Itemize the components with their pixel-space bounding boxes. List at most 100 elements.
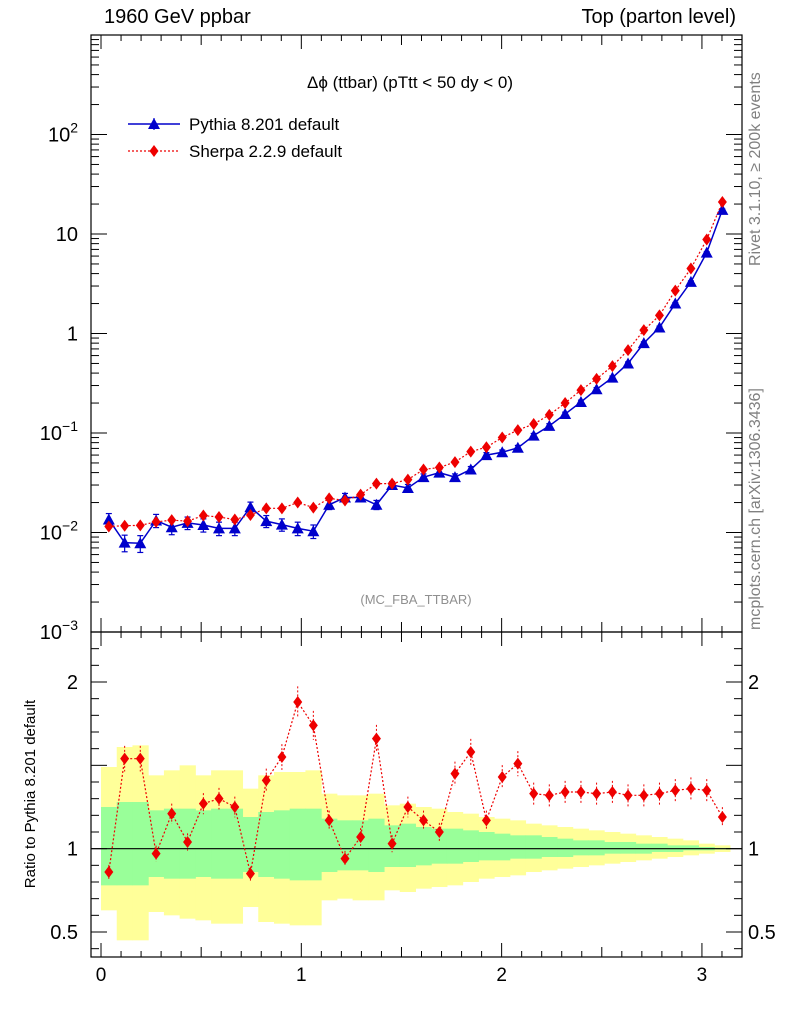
ratio-uncertainty-bands bbox=[101, 745, 731, 941]
sherpa-ratio-point bbox=[198, 797, 208, 810]
axes-ticks: 0 1 2 3 102 10 1 10−1 10−2 10−3 0.5 0.5 1 1 2 2 bbox=[40, 35, 776, 986]
sherpa-point bbox=[686, 262, 696, 275]
band-inner-bin bbox=[368, 818, 385, 872]
sherpa-ratio-point bbox=[686, 782, 696, 795]
band-inner-bin bbox=[604, 842, 621, 854]
pythia-point bbox=[574, 395, 587, 407]
pythia-point bbox=[165, 521, 178, 533]
sherpa-point bbox=[230, 513, 240, 526]
sherpa-ratio-point bbox=[104, 866, 114, 878]
ratio-y-tick-label-right: 1 bbox=[748, 839, 759, 861]
sherpa-ratio-point bbox=[277, 751, 287, 763]
pythia-point bbox=[307, 525, 320, 537]
sherpa-ratio-point bbox=[466, 746, 476, 758]
sherpa-ratio-point bbox=[592, 787, 602, 800]
pythia-point bbox=[275, 518, 288, 530]
sherpa-ratio-point bbox=[387, 837, 397, 850]
sherpa-ratio-point bbox=[497, 771, 507, 783]
x-tick-label: 2 bbox=[496, 965, 507, 986]
band-inner-bin bbox=[541, 837, 558, 857]
sherpa-ratio-point bbox=[607, 786, 617, 798]
legend-sherpa-label: Sherpa 2.2.9 default bbox=[189, 142, 342, 161]
sherpa-point bbox=[293, 496, 303, 509]
energy-label: 1960 GeV ppbar bbox=[104, 6, 251, 28]
series-layer bbox=[102, 195, 729, 881]
sherpa-ratio-point bbox=[340, 852, 350, 865]
pythia-point bbox=[197, 518, 210, 530]
sherpa-ratio-point bbox=[576, 786, 586, 798]
sherpa-ratio-point bbox=[623, 789, 633, 802]
sherpa-point bbox=[481, 441, 491, 454]
pythia-point bbox=[370, 498, 383, 510]
pythia-point bbox=[496, 446, 509, 458]
band-inner-bin bbox=[132, 802, 149, 886]
sherpa-ratio-point bbox=[135, 752, 145, 765]
sherpa-ratio-point bbox=[356, 831, 366, 843]
pythia-point bbox=[480, 449, 493, 461]
band-inner-bin bbox=[242, 817, 259, 872]
plot-title: Δϕ (ttbar) (pTtt < 50 dy < 0) bbox=[307, 73, 513, 92]
sherpa-point bbox=[167, 514, 177, 527]
sherpa-point bbox=[214, 511, 224, 524]
sherpa-point bbox=[717, 195, 727, 208]
sherpa-ratio-point bbox=[481, 814, 491, 827]
sherpa-point bbox=[576, 384, 586, 397]
sherpa-point bbox=[702, 233, 712, 246]
band-inner-bin bbox=[116, 802, 133, 886]
band-inner-bin bbox=[321, 818, 338, 872]
band-inner-bin bbox=[305, 808, 322, 881]
pythia-point bbox=[118, 536, 131, 548]
sherpa-point bbox=[529, 418, 539, 431]
ratio-y-axis-label: Ratio to Pythia 8.201 default bbox=[22, 699, 39, 888]
sherpa-point bbox=[639, 324, 649, 337]
sherpa-ratio-point bbox=[670, 784, 680, 797]
sherpa-point bbox=[198, 509, 208, 522]
band-inner-bin bbox=[399, 823, 416, 867]
pythia-point bbox=[700, 246, 713, 258]
sherpa-point bbox=[623, 344, 633, 357]
legend-sherpa-marker bbox=[149, 145, 159, 157]
pythia-point bbox=[559, 408, 572, 420]
band-inner-bin bbox=[651, 843, 668, 852]
sherpa-point bbox=[104, 520, 114, 533]
pythia-point bbox=[464, 463, 477, 475]
sherpa-ratio-point bbox=[214, 792, 224, 805]
pythia-point bbox=[716, 203, 729, 215]
band-inner-bin bbox=[588, 840, 605, 856]
sherpa-ratio-point bbox=[167, 807, 177, 820]
sherpa-ratio-point bbox=[371, 732, 381, 745]
sherpa-point bbox=[261, 502, 271, 515]
main-y-tick-label: 10−3 bbox=[40, 617, 78, 644]
sherpa-ratio-point bbox=[450, 767, 460, 780]
band-inner-bin bbox=[258, 812, 275, 877]
analysis-watermark: (MC_FBA_TTBAR) bbox=[360, 592, 471, 607]
sherpa-ratio-point bbox=[434, 826, 444, 838]
pythia-point bbox=[590, 383, 603, 395]
x-tick-label: 3 bbox=[697, 965, 708, 986]
sherpa-point bbox=[403, 473, 413, 486]
sherpa-ratio-point bbox=[403, 801, 413, 813]
sherpa-point bbox=[245, 508, 255, 521]
ratio-y-tick-label-right: 2 bbox=[748, 672, 759, 694]
legend-pythia-marker bbox=[148, 118, 160, 129]
band-inner-bin bbox=[494, 833, 511, 861]
x-tick-label: 0 bbox=[96, 965, 107, 986]
pythia-point bbox=[527, 429, 540, 441]
main-y-tick-label: 10 bbox=[56, 224, 78, 246]
legend: Pythia 8.201 default Sherpa 2.2.9 default bbox=[128, 115, 342, 161]
sherpa-ratio-point bbox=[324, 814, 334, 827]
sherpa-ratio-point bbox=[120, 752, 130, 765]
band-inner-bin bbox=[415, 827, 432, 866]
band-inner-bin bbox=[163, 808, 181, 879]
sherpa-point bbox=[120, 519, 130, 532]
sherpa-ratio-point bbox=[308, 719, 318, 732]
band-inner-bin bbox=[289, 808, 306, 881]
sherpa-point bbox=[560, 397, 570, 410]
pythia-point bbox=[653, 321, 666, 333]
pythia-point bbox=[228, 522, 241, 534]
band-inner-bin bbox=[101, 807, 118, 886]
main-y-tick-label: 102 bbox=[48, 120, 78, 147]
pythia-point bbox=[448, 471, 461, 483]
band-inner-bin bbox=[682, 845, 700, 851]
pythia-point bbox=[606, 371, 619, 383]
